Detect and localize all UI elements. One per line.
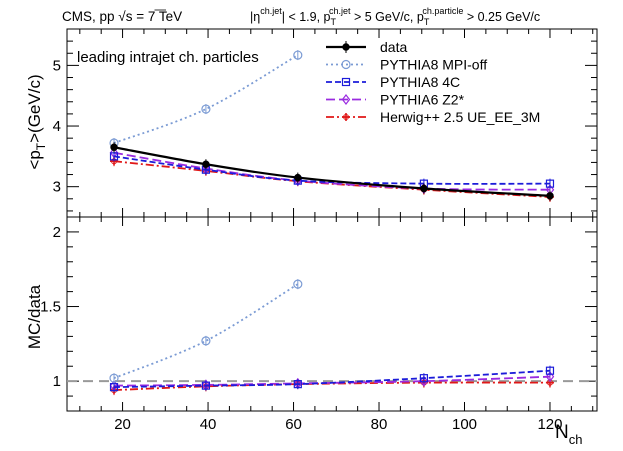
data-point (201, 104, 211, 114)
legend-entry: PYTHIA8 MPI-off (326, 57, 487, 73)
legend-label: PYTHIA8 4C (380, 74, 460, 90)
legend-entry: PYTHIA8 4C (326, 74, 460, 90)
annotation: leading intrajet ch. particles (77, 49, 259, 66)
series-line (113, 155, 550, 185)
legend-label: Herwig++ 2.5 UE_EE_3M (380, 109, 540, 125)
top-series-pythia8-4c (109, 151, 555, 189)
data-point (545, 371, 555, 383)
data-point (419, 375, 429, 387)
bottom-series-pythia8-mpi-off (109, 279, 303, 384)
xtick-label: 100 (452, 416, 477, 433)
data-point (202, 160, 210, 168)
legend-marker-ring (343, 114, 349, 120)
top-ytick-label: 3 (53, 179, 61, 196)
legend-label: data (380, 39, 407, 55)
legend-label: PYTHIA8 MPI-off (380, 57, 487, 73)
top-series-group (109, 50, 555, 202)
data-point (545, 366, 555, 375)
data-point (109, 152, 119, 161)
data-point (293, 279, 303, 289)
legend-entry: Herwig++ 2.5 UE_EE_3M (326, 109, 540, 125)
header-cuts: |ηch.jet| < 1.9, pTch.jet > 5 GeV/c, pTc… (250, 6, 540, 27)
bottom-ytick-label: 1 (53, 373, 61, 390)
data-point (201, 336, 211, 346)
xtick-label: 40 (200, 416, 217, 433)
series-line (113, 54, 299, 144)
data-point (201, 381, 211, 390)
legend-marker (341, 94, 351, 105)
legend-marker (342, 43, 350, 51)
data-point (420, 184, 428, 193)
top-ytick-label: 5 (53, 57, 61, 74)
top-series-data (110, 142, 554, 201)
legend-label: PYTHIA6 Z2* (380, 92, 465, 108)
legend-entry: PYTHIA6 Z2* (326, 92, 465, 108)
series-line (114, 369, 551, 389)
legend-marker (341, 77, 351, 87)
top-series-pythia6-z2- (109, 147, 555, 196)
top-ylabel: <pT>(GeV/c) (25, 74, 48, 169)
data-point (109, 383, 119, 392)
xtick-label: 120 (537, 416, 562, 433)
data-point (109, 373, 119, 383)
data-point (419, 374, 428, 383)
data-point (545, 179, 555, 188)
xlabel: Nch (555, 422, 582, 447)
data-point (110, 143, 118, 151)
data-point (293, 50, 303, 60)
header-experiment: CMS, pp √s = 7 TeV (62, 9, 182, 24)
data-point (293, 380, 302, 389)
bottom-panel-frame (66, 216, 598, 412)
bottom-ytick-label: 1.5 (40, 299, 61, 316)
series-line (113, 146, 551, 197)
top-axis-ticks: 3 4 5 (53, 28, 597, 217)
legend-marker (341, 59, 351, 70)
bottom-series-pythia8-4c (109, 365, 555, 393)
series-line (113, 283, 299, 380)
bottom-series-group (109, 279, 555, 396)
data-point (546, 192, 554, 200)
data-point (294, 173, 302, 182)
xtick-label: 80 (371, 416, 388, 433)
legend-entry: data (326, 39, 407, 55)
xtick-label: 20 (114, 416, 131, 433)
top-series-herwig-2-5-ue-ee-3m (110, 156, 554, 202)
xtick-label: 60 (285, 416, 302, 433)
top-ytick-label: 4 (53, 118, 61, 135)
bottom-ytick-label: 2 (53, 224, 61, 241)
bottom-axis-ticks: 1 1.5 2 20 40 60 80 100 120 (40, 216, 597, 433)
bottom-ylabel: MC/data (25, 284, 44, 349)
